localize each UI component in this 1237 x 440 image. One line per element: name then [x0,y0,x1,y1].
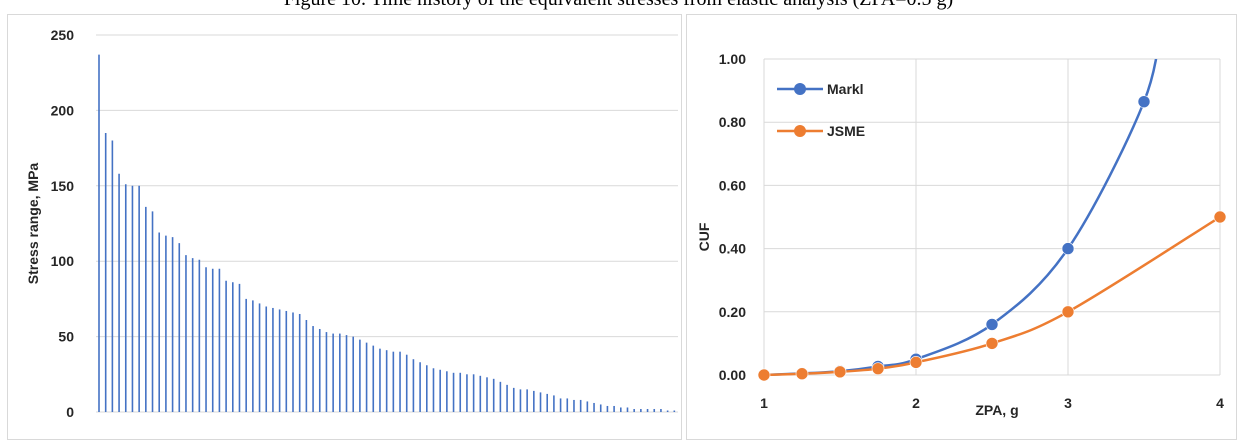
y-tick-label: 0 [66,404,74,420]
y-tick-label: 0.60 [719,177,746,193]
y-tick-label: 100 [51,253,75,269]
data-point-jsme [833,365,847,379]
x-tick-label: 1 [760,395,768,411]
data-point-jsme [871,362,885,375]
data-point-jsme [757,368,771,382]
data-point-markl [1137,95,1151,108]
data-point-jsme [795,367,809,381]
data-point-jsme [1061,305,1075,319]
series-line-markl [764,59,1158,377]
x-tick-label: 3 [1064,395,1072,411]
data-point-markl [1061,242,1075,255]
x-axis-title: ZPA, g [975,402,1018,418]
y-tick-label: 1.00 [719,51,746,67]
cuf-chart: 0.00 0.20 0.40 0.60 0.80 1.00 1 2 3 4 ZPA, g CUF Mar… [686,14,1237,440]
legend-marker-markl [794,83,806,95]
x-tick-label: 4 [1216,395,1224,411]
y-tick-label: 250 [51,27,75,43]
legend-marker-jsme [794,125,806,137]
y-tick-label: 0.80 [719,114,746,130]
data-point-jsme [985,337,999,350]
legend-label-jsme: JSME [827,123,865,139]
series-line-jsme [764,215,1220,377]
x-tick-label: 2 [912,395,920,411]
y-axis-title: Stress range, MPa [25,163,41,285]
y-tick-label: 0.00 [719,367,746,383]
y-tick-label: 0.40 [719,241,746,257]
y-tick-label: 150 [51,178,75,194]
y-tick-label: 0.20 [719,304,746,320]
data-point-jsme [1213,210,1227,224]
figure-caption: Figure 10. Time history of the equivalen… [0,0,1237,11]
data-point-markl [985,318,999,331]
y-axis-title: CUF [696,222,712,251]
stress-range-chart: 0 50 100 150 200 250 Stress range, MPa [7,14,682,440]
cuf-chart-svg: 0.00 0.20 0.40 0.60 0.80 1.00 1 2 3 4 ZPA, g CUF Mar… [696,51,1227,418]
y-tick-label: 200 [51,102,75,118]
stress-range-chart-svg: 0 50 100 150 200 250 Stress range, MPa [25,27,678,420]
y-tick-label: 50 [58,329,74,345]
legend-label-markl: Markl [827,81,864,97]
data-point-jsme [909,356,923,369]
